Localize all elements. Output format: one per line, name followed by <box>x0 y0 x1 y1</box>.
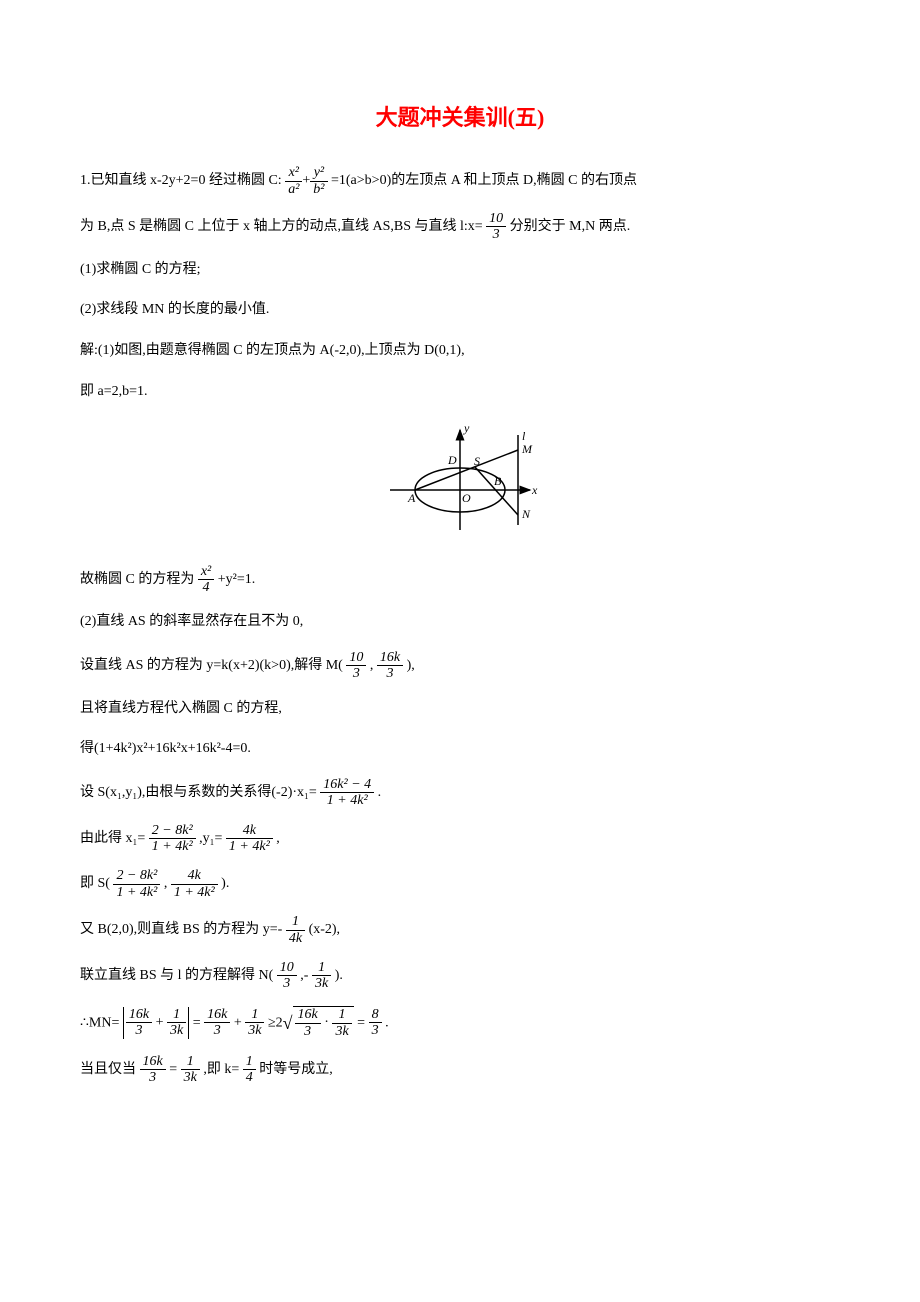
solution-line-5: 设直线 AS 的方程为 y=k(x+2)(k>0),解得 M( 10 3 , 1… <box>80 650 840 682</box>
solution-line-9: 由此得 x₁= 2 − 8k² 1 + 4k² ,y₁= 4k 1 + 4k² … <box>80 823 840 855</box>
text: + <box>156 1015 164 1030</box>
fraction-1-3k: 1 3k <box>312 960 331 992</box>
question-1: (1)求椭圆 C 的方程; <box>80 257 840 284</box>
fraction-10-3-b: 10 3 <box>346 650 366 682</box>
fraction-q3-b: 4k 1 + 4k² <box>171 868 218 900</box>
text: 联立直线 BS 与 l 的方程解得 N( <box>80 968 273 983</box>
text: 故椭圆 C 的方程为 <box>80 572 194 587</box>
page-title: 大题冲关集训(五) <box>80 100 840 135</box>
text: =1(a>b>0)的左顶点 A 和上顶点 D,椭圆 C 的右顶点 <box>331 173 637 188</box>
fraction-16k-3: 16k 3 <box>377 650 403 682</box>
solution-line-4: (2)直线 AS 的斜率显然存在且不为 0, <box>80 609 840 636</box>
text: 由此得 x₁= <box>80 831 145 846</box>
text: ). <box>335 968 343 983</box>
fraction-16k-3-b: 16k 3 <box>126 1007 152 1039</box>
text: , <box>276 831 280 846</box>
svg-text:y: y <box>463 421 470 435</box>
text: 当且仅当 <box>80 1062 136 1077</box>
solution-line-6: 且将直线方程代入椭圆 C 的方程, <box>80 696 840 723</box>
problem-line-1: 1.已知直线 x-2y+2=0 经过椭圆 C: x² a² + y² b² =1… <box>80 165 840 197</box>
text: 设直线 AS 的方程为 y=k(x+2)(k>0),解得 M( <box>80 658 343 673</box>
text: 又 B(2,0),则直线 BS 的方程为 y=- <box>80 922 282 937</box>
text: , <box>164 877 168 892</box>
text: = <box>193 1015 201 1030</box>
fraction-y2-b2: y² b² <box>310 165 327 197</box>
fraction-1-3k-b: 1 3k <box>167 1007 186 1039</box>
fraction-q2-b: 2 − 8k² 1 + 4k² <box>113 868 160 900</box>
fraction-16k-3-d: 16k 3 <box>295 1007 321 1039</box>
solution-line-14: 当且仅当 16k 3 = 1 3k ,即 k= 1 4 时等号成立, <box>80 1054 840 1086</box>
question-2: (2)求线段 MN 的长度的最小值. <box>80 297 840 324</box>
solution-line-1: 解:(1)如图,由题意得椭圆 C 的左顶点为 A(-2,0),上顶点为 D(0,… <box>80 338 840 365</box>
text: ), <box>407 658 415 673</box>
fraction-q1: 16k² − 4 1 + 4k² <box>320 777 374 809</box>
text: ,y₁= <box>199 831 222 846</box>
text: , <box>370 658 374 673</box>
solution-line-7: 得(1+4k²)x²+16k²x+16k²-4=0. <box>80 736 840 763</box>
text: 1.已知直线 x-2y+2=0 经过椭圆 C: <box>80 173 282 188</box>
text: . <box>378 785 382 800</box>
text: ∴MN= <box>80 1015 119 1030</box>
text: 设 S(x₁,y₁),由根与系数的关系得(-2)·x₁= <box>80 785 317 800</box>
solution-line-12: 联立直线 BS 与 l 的方程解得 N( 10 3 ,- 1 3k ). <box>80 960 840 992</box>
fraction-10-3-c: 10 3 <box>277 960 297 992</box>
fraction-8-3: 8 3 <box>369 1007 382 1039</box>
text: ). <box>221 877 229 892</box>
svg-text:l: l <box>522 429 526 443</box>
svg-text:M: M <box>521 442 533 456</box>
fraction-1-3k-c: 1 3k <box>245 1007 264 1039</box>
solution-line-3: 故椭圆 C 的方程为 x² 4 +y²=1. <box>80 564 840 596</box>
sqrt-content: 16k 3 · 1 3k <box>293 1006 354 1039</box>
text: . <box>385 1015 389 1030</box>
text: ≥2 <box>268 1015 283 1030</box>
fraction-1-3k-e: 1 3k <box>181 1054 200 1086</box>
solution-line-2: 即 a=2,b=1. <box>80 379 840 406</box>
svg-text:N: N <box>521 507 531 521</box>
text: ,- <box>300 968 308 983</box>
abs-1: 16k 3 + 1 3k <box>123 1007 189 1039</box>
text: = <box>357 1015 365 1030</box>
fraction-10-3: 10 3 <box>486 211 506 243</box>
fraction-16k-3-e: 16k 3 <box>140 1054 166 1086</box>
solution-line-10: 即 S( 2 − 8k² 1 + 4k² , 4k 1 + 4k² ). <box>80 868 840 900</box>
text: 为 B,点 S 是椭圆 C 上位于 x 轴上方的动点,直线 AS,BS 与直线 … <box>80 219 483 234</box>
fraction-1-3k-d: 1 3k <box>332 1007 351 1039</box>
svg-text:B: B <box>494 474 502 488</box>
text: 时等号成立, <box>259 1062 333 1077</box>
fraction-q2: 2 − 8k² 1 + 4k² <box>149 823 196 855</box>
text: 即 S( <box>80 877 110 892</box>
problem-line-2: 为 B,点 S 是椭圆 C 上位于 x 轴上方的动点,直线 AS,BS 与直线 … <box>80 211 840 243</box>
sqrt-sign: √ <box>283 1006 293 1040</box>
fraction-16k-3-c: 16k 3 <box>204 1007 230 1039</box>
svg-text:O: O <box>462 491 471 505</box>
text: = <box>169 1062 177 1077</box>
svg-text:x: x <box>531 483 538 497</box>
text: + <box>234 1015 242 1030</box>
fraction-x2-4: x² 4 <box>198 564 214 596</box>
fraction-1-4: 1 4 <box>243 1054 256 1086</box>
svg-text:A: A <box>407 491 416 505</box>
text: +y²=1. <box>218 572 256 587</box>
ellipse-figure: y x l M N D S B A O <box>80 420 840 548</box>
solution-line-13: ∴MN= 16k 3 + 1 3k = 16k 3 + 1 3k ≥2√ 16k… <box>80 1006 840 1040</box>
text: · <box>324 1016 329 1031</box>
solution-line-11: 又 B(2,0),则直线 BS 的方程为 y=- 1 4k (x-2), <box>80 914 840 946</box>
svg-text:D: D <box>447 453 457 467</box>
text: 分别交于 M,N 两点. <box>510 219 631 234</box>
svg-text:S: S <box>474 454 480 468</box>
fraction-1-4k: 1 4k <box>286 914 305 946</box>
fraction-x2-a2: x² a² <box>285 165 302 197</box>
fraction-q3: 4k 1 + 4k² <box>226 823 273 855</box>
solution-line-8: 设 S(x₁,y₁),由根与系数的关系得(-2)·x₁= 16k² − 4 1 … <box>80 777 840 809</box>
text: (x-2), <box>309 922 341 937</box>
text: ,即 k= <box>203 1062 239 1077</box>
